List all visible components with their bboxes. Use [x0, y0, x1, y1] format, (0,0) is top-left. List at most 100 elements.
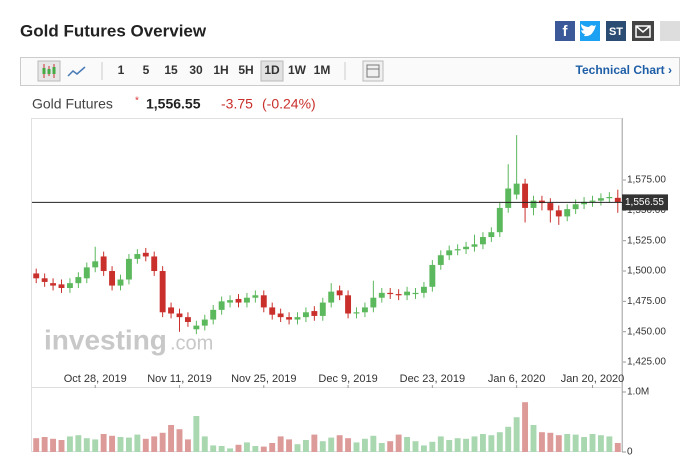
- candle-body: [404, 291, 411, 296]
- interval-button[interactable]: 1W: [288, 63, 307, 77]
- volume-bar: [437, 436, 444, 452]
- stocktwits-icon[interactable]: [606, 21, 626, 41]
- volume-bar: [547, 432, 554, 452]
- volume-bar: [395, 434, 402, 452]
- candle-body: [538, 200, 545, 204]
- candle-body: [522, 183, 529, 208]
- interval-button[interactable]: 5H: [238, 63, 253, 77]
- volume-bar: [555, 435, 562, 452]
- interval-button[interactable]: 1M: [314, 63, 331, 77]
- volume-bar: [33, 438, 40, 452]
- volume-bar: [142, 438, 149, 452]
- candle-body: [302, 312, 309, 318]
- line-button[interactable]: [67, 66, 86, 77]
- candle-body: [227, 300, 234, 303]
- volume-bar: [505, 426, 512, 452]
- candle-body: [437, 255, 444, 265]
- candle-body: [370, 297, 377, 308]
- x-tick-label: Jan 6, 2020: [488, 373, 546, 385]
- candle-body: [75, 277, 82, 284]
- volume-bar: [336, 435, 343, 452]
- volume-bar: [243, 442, 250, 452]
- candle-body: [286, 317, 293, 320]
- volume-bar: [614, 443, 621, 452]
- more-icon[interactable]: [660, 21, 680, 41]
- y-tick-label: 1,475.00: [627, 296, 666, 307]
- candle-body: [479, 237, 486, 245]
- candle-body: [151, 256, 158, 272]
- volume-bar: [496, 432, 503, 452]
- facebook-icon[interactable]: [555, 21, 575, 41]
- volume-bar: [564, 434, 571, 452]
- volume-bar: [597, 435, 604, 452]
- page-title: Gold Futures Overview: [20, 21, 207, 40]
- candle-body: [243, 297, 250, 303]
- candle-body: [597, 198, 604, 201]
- interval-button[interactable]: 30: [189, 63, 203, 77]
- candle-body: [395, 294, 402, 296]
- volume-bar: [235, 444, 242, 452]
- volume-bar: [412, 441, 419, 452]
- volume-bar: [513, 417, 520, 452]
- candle-body: [361, 307, 368, 313]
- envelope: [635, 25, 651, 38]
- candle-body: [336, 290, 343, 296]
- y-tick-label: 1,500.00: [627, 266, 666, 277]
- interval-button[interactable]: 5: [143, 63, 150, 77]
- volume-bar: [252, 446, 259, 452]
- volume-bar: [134, 434, 141, 452]
- volume-bar: [286, 439, 293, 452]
- volume-bar: [488, 435, 495, 452]
- volume-bar: [522, 402, 529, 452]
- technical-chart-link[interactable]: Technical Chart ›: [576, 63, 672, 77]
- y-tick-label: 1,525.00: [627, 235, 666, 246]
- volume-bar: [353, 442, 360, 452]
- interval-button[interactable]: 15: [164, 63, 178, 77]
- interval-button[interactable]: 1: [118, 63, 125, 77]
- candle-body: [606, 196, 613, 199]
- interval-button[interactable]: 1H: [213, 63, 228, 77]
- candle-body: [294, 317, 301, 320]
- facebook-letter: f: [563, 23, 569, 40]
- active-button[interactable]: [260, 60, 284, 82]
- candle-body: [269, 307, 276, 315]
- candle-body: [50, 283, 57, 286]
- volume-bar: [83, 438, 90, 452]
- indicator-button[interactable]: [362, 60, 384, 82]
- indicator-icon: [366, 64, 380, 78]
- candle-body: [564, 209, 571, 217]
- candle-body: [117, 279, 124, 286]
- x-tick-label: Nov 25, 2019: [231, 373, 296, 385]
- plot-frame: [31, 118, 622, 452]
- candle-icon-bodies: [42, 67, 56, 74]
- volume-bar: [581, 437, 588, 452]
- x-tick-label: Nov 11, 2019: [147, 373, 212, 385]
- delay-star: *: [135, 96, 139, 107]
- watermark-domain: .com: [170, 332, 213, 354]
- y-tick-label: 1,550.00: [627, 205, 666, 216]
- volume-bar: [117, 437, 124, 452]
- volume-bar: [176, 429, 183, 452]
- watermark: investing: [44, 324, 167, 355]
- volume-bar: [269, 443, 276, 452]
- volume-bar: [58, 440, 65, 452]
- candle-body: [83, 267, 90, 279]
- volume-bar: [193, 416, 200, 452]
- volume-bar: [109, 435, 116, 452]
- interval-button[interactable]: 1D: [264, 63, 280, 77]
- volume-tick-label: 0: [627, 447, 633, 458]
- candle-body: [66, 283, 73, 289]
- volume-bar: [184, 439, 191, 452]
- candle-body: [353, 312, 360, 314]
- volume-bar: [210, 445, 217, 452]
- volume-bar: [92, 439, 99, 452]
- candle-body: [547, 203, 554, 211]
- last-price-box: [622, 194, 668, 211]
- volume-bar: [227, 448, 234, 452]
- candle-body: [581, 201, 588, 205]
- volume-bar: [218, 446, 225, 452]
- volume-bar: [361, 438, 368, 452]
- candle-body: [471, 244, 478, 247]
- candle-body: [589, 200, 596, 202]
